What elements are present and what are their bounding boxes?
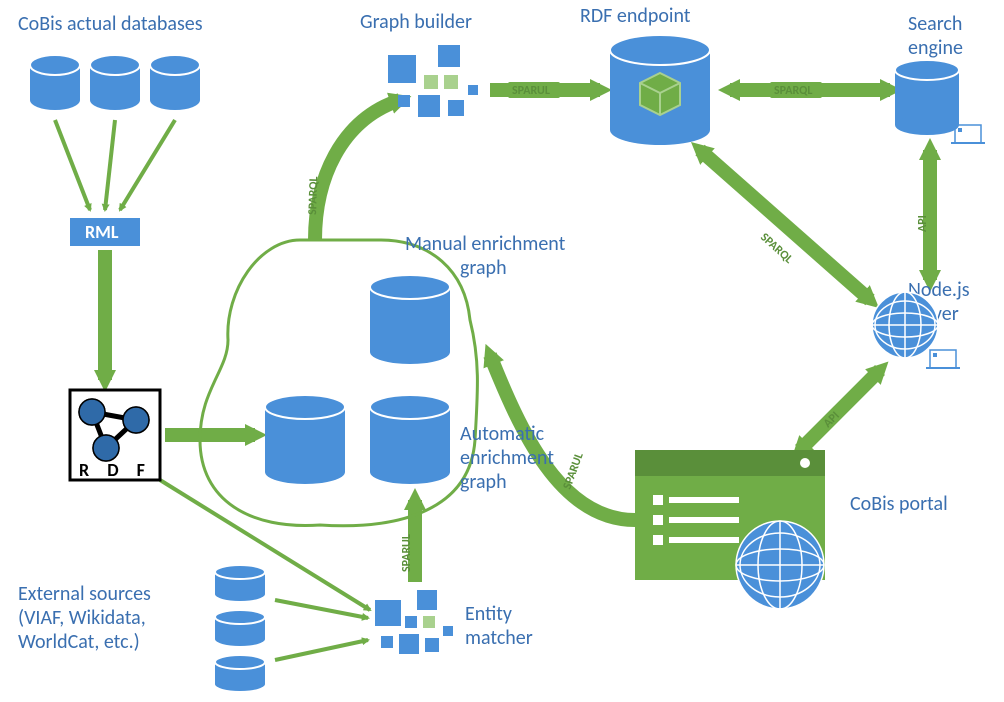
graph-builder: Graph builder: [360, 10, 478, 117]
builder-icon: [388, 45, 478, 117]
auto-label1: Automatic: [460, 422, 545, 446]
auto-label3: graph: [460, 470, 507, 494]
search-engine-label2: engine: [908, 36, 963, 60]
ext-label1: External sources: [18, 582, 151, 606]
matcher-icon: [375, 590, 453, 654]
rdf-logo: R D F: [70, 390, 160, 481]
edge-endpoint-search: SPARQL: [730, 82, 890, 98]
edge-search-node: API: [916, 150, 930, 280]
auto-cylinder-icon: [370, 395, 450, 484]
auto-enrichment: Automatic enrichment graph: [370, 395, 554, 494]
edge-endpoint-node: SPARQL: [700, 150, 870, 300]
rdf-logo-label: R D F: [79, 459, 152, 481]
architecture-diagram: SPARUL SPARQL SPARUL SPARQL API SPARQL S…: [0, 0, 1004, 702]
edge-builder-to-endpoint: SPARUL: [490, 82, 600, 98]
matcher-label1: Entity: [465, 602, 512, 626]
ext-cyl-icon: [215, 610, 265, 646]
rml-box: RML: [70, 218, 140, 246]
db-cylinder-icon: [30, 55, 80, 110]
portal-globe-icon: [736, 521, 824, 609]
nodejs-server: Node.js server: [872, 278, 970, 368]
entity-matcher: Entity matcher: [375, 590, 533, 654]
svg-text:SPARUL: SPARUL: [512, 84, 550, 98]
manual-enrichment: Manual enrichment graph: [370, 232, 566, 364]
rdf-endpoint-label: RDF endpoint: [580, 4, 691, 28]
rml-label: RML: [85, 221, 119, 243]
cobis-portal-label: CoBis portal: [850, 492, 948, 516]
search-cylinder-icon: [895, 60, 959, 135]
svg-text:SPARQL: SPARQL: [306, 176, 321, 215]
enrichment-left-cyl: [265, 395, 345, 484]
db-cylinder-icon: [90, 55, 140, 110]
external-sources: External sources (VIAF, Wikidata, WorldC…: [18, 565, 265, 691]
globe-icon: [872, 292, 938, 358]
auto-label2: enrichment: [460, 446, 554, 470]
ext-cyl-icon: [215, 565, 265, 601]
graph-builder-label: Graph builder: [360, 10, 472, 34]
manual-cylinder-icon: [370, 275, 450, 364]
cobis-db-label: CoBis actual databases: [18, 12, 203, 36]
ext-cyl-icon: [215, 655, 265, 691]
ext-label3: WorldCat, etc.): [18, 630, 140, 654]
manual-label2: graph: [460, 256, 507, 280]
cobis-databases: CoBis actual databases: [18, 12, 203, 110]
ext-label2: (VIAF, Wikidata,: [18, 606, 146, 630]
manual-label1: Manual enrichment: [405, 232, 566, 256]
matcher-label2: matcher: [465, 626, 533, 650]
db-cylinder-icon: [150, 55, 200, 110]
cobis-portal: CoBis portal: [635, 450, 948, 609]
svg-text:SPARUL: SPARUL: [561, 451, 587, 491]
edge-matcher-to-auto: SPARUL: [400, 500, 415, 582]
svg-text:API: API: [916, 215, 930, 232]
edge-portal-node: API: [800, 370, 880, 450]
server-icon: [926, 350, 960, 368]
rdf-endpoint: RDF endpoint: [580, 4, 710, 145]
svg-text:SPARQL: SPARQL: [774, 84, 812, 98]
search-engine-label1: Search: [908, 12, 962, 36]
edge-ext-to-matcher: [275, 600, 368, 660]
search-engine: Search engine: [895, 12, 985, 143]
endpoint-cylinder-icon: [610, 35, 710, 145]
edge-dbs-to-rml: [55, 120, 175, 210]
svg-text:SPARUL: SPARUL: [400, 534, 414, 572]
edge-blob-to-builder: SPARQL: [306, 100, 400, 240]
